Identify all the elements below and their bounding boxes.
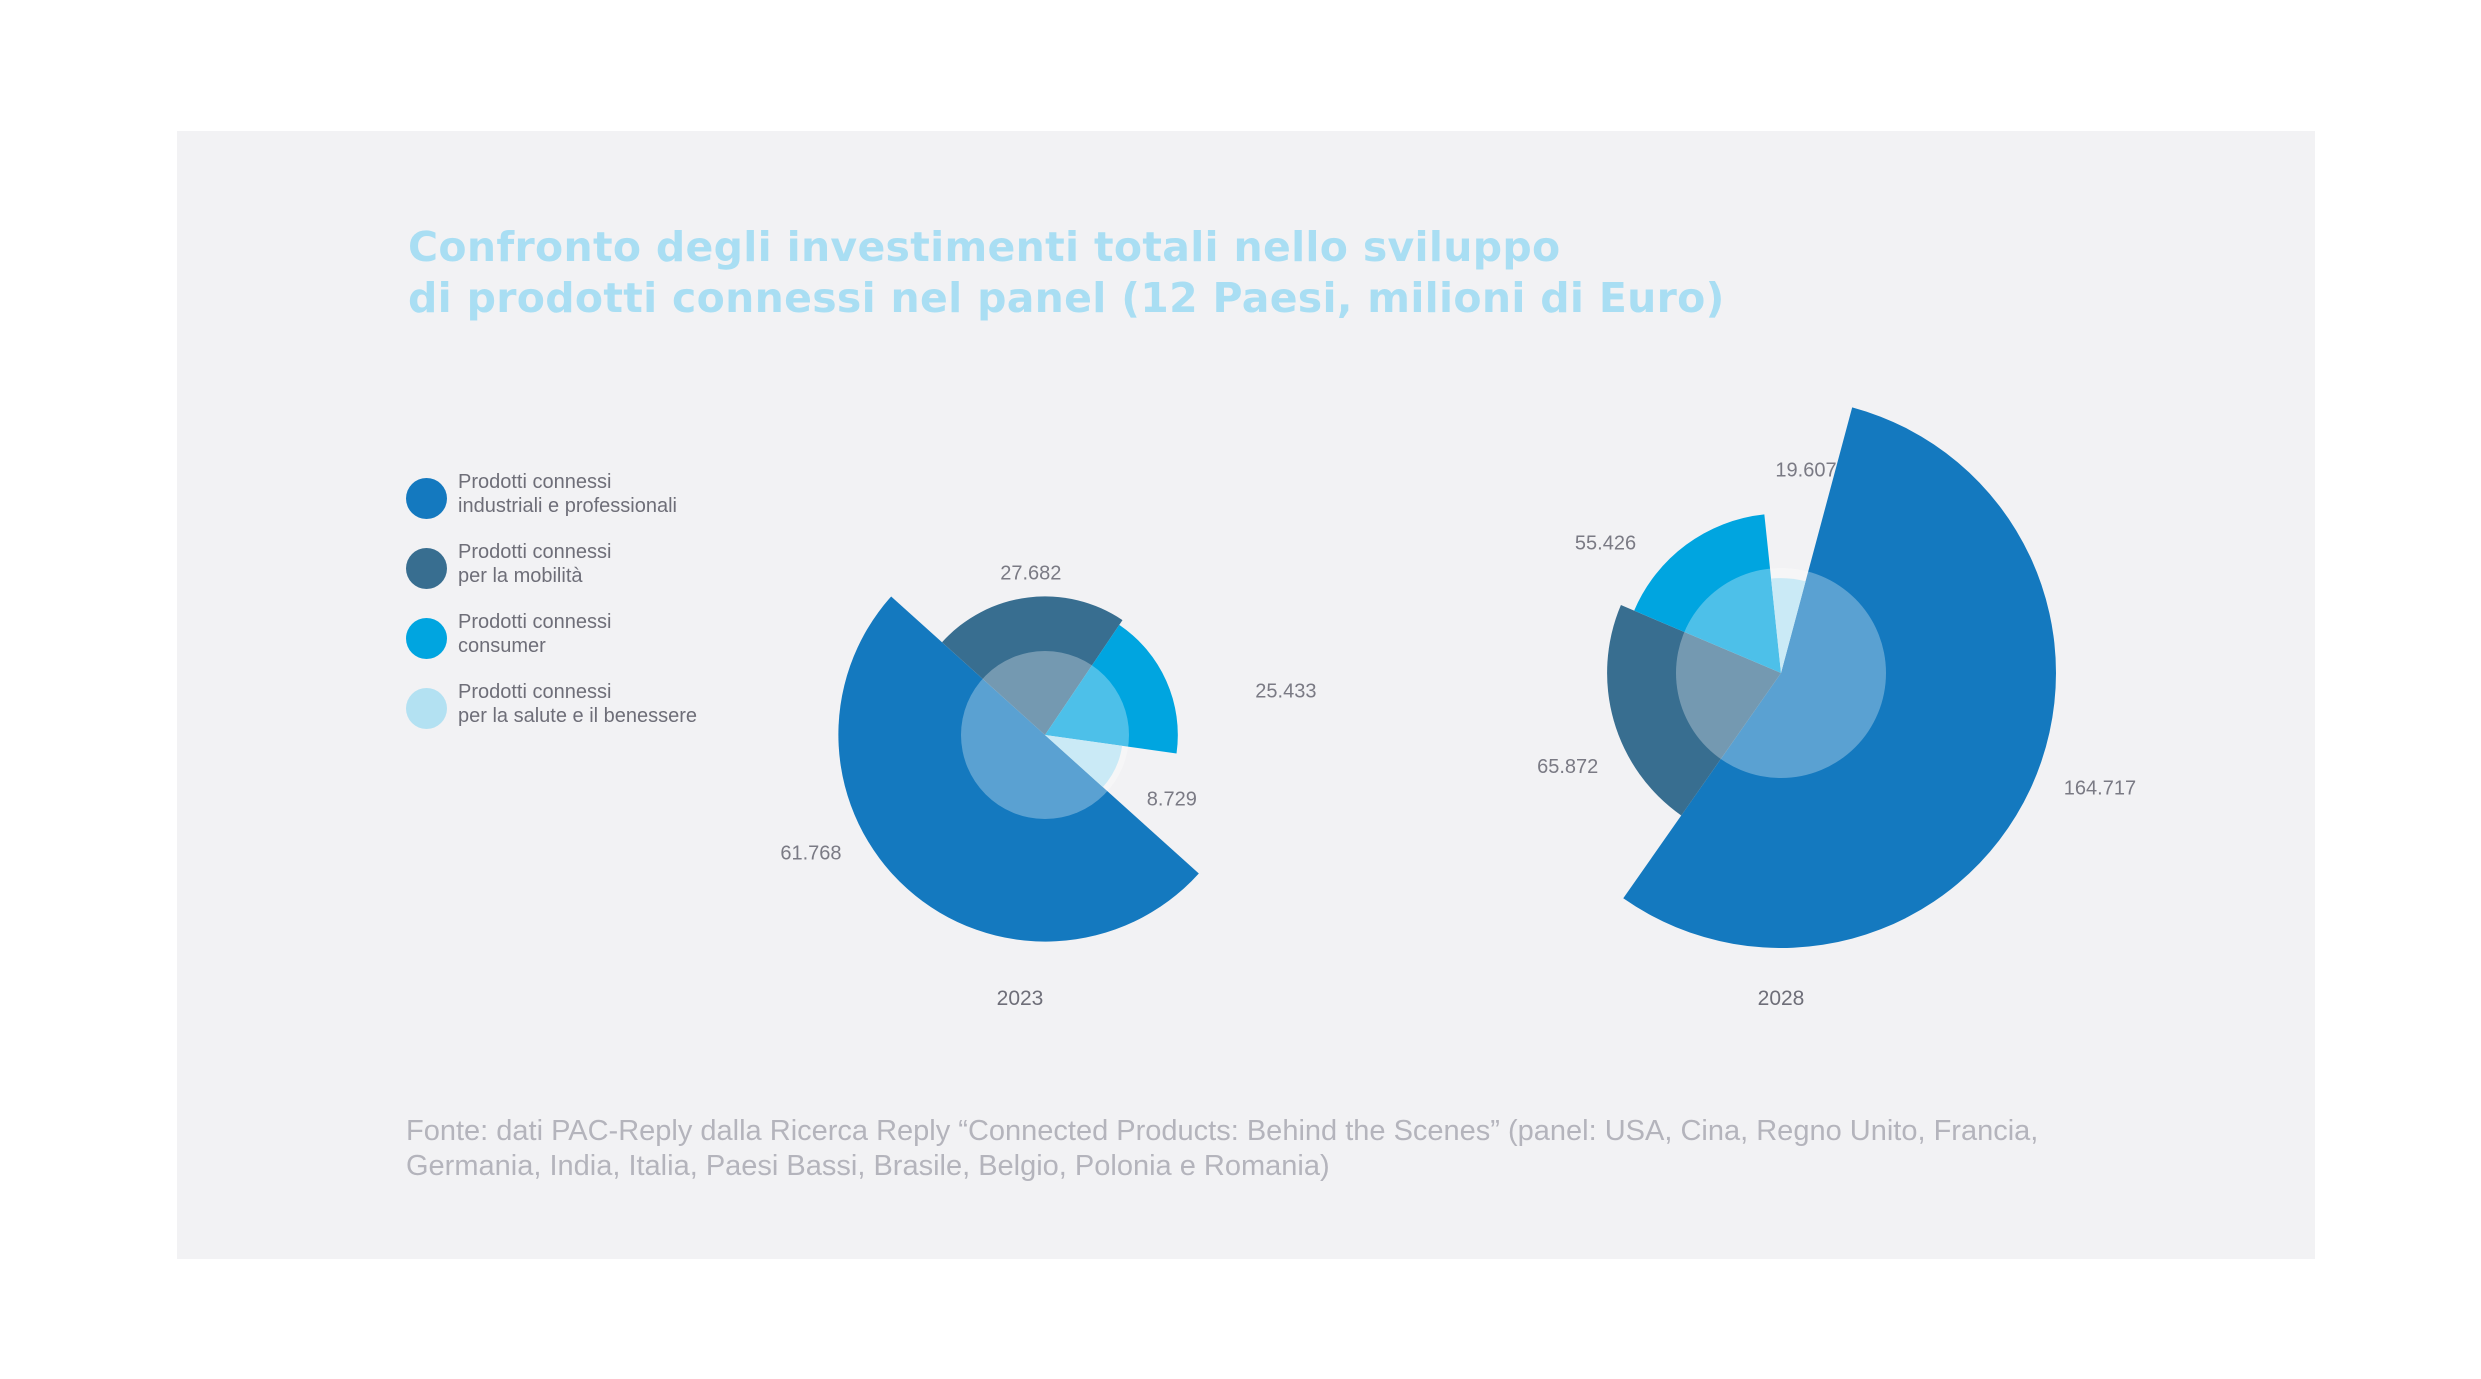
sector-2028-1: [1623, 407, 2056, 948]
legend-label-line-1: Prodotti connessi: [458, 611, 612, 633]
value-label-2028-2: 65.872: [1537, 756, 1598, 778]
year-label-2023: 2023: [997, 987, 1044, 1010]
source-note: Fonte: dati PAC-Reply dalla Ricerca Repl…: [406, 1114, 2038, 1184]
legend-label-line-2: per la salute e il benessere: [458, 705, 698, 727]
legend-item-mobilita: Prodotti connessi per la mobilità: [406, 540, 806, 600]
legend-swatch-consumer: [406, 618, 447, 659]
polar-chart-2023: 61.768 27.682 25.433 8.729 2023: [780, 563, 1316, 1010]
sector-2028-2: [1607, 605, 1781, 816]
sector-2023-4: [1045, 735, 1123, 788]
legend-swatch-industriali: [406, 478, 447, 519]
chart-title-line-1: Confronto degli investimenti totali nell…: [408, 223, 1561, 271]
value-label-2023-1: 61.768: [780, 843, 841, 865]
chart-title: Confronto degli investimenti totali nell…: [408, 222, 2008, 324]
legend-item-salute: Prodotti connessi per la salute e il ben…: [406, 680, 806, 740]
legend-item-industriali: Prodotti connessi industriali e professi…: [406, 470, 806, 530]
legend-label-mobilita: Prodotti connessi per la mobilità: [458, 540, 611, 588]
legend-label-line-1: Prodotti connessi: [458, 541, 612, 563]
center-hub-2028: [1676, 568, 1886, 778]
legend-swatch-salute: [406, 688, 447, 729]
legend-label-consumer: Prodotti connessi consumer: [458, 610, 611, 658]
legend-swatch-mobilita: [406, 548, 447, 589]
legend-label-line-2: industriali e professionali: [458, 495, 678, 517]
legend-label-line-1: Prodotti connessi: [458, 471, 612, 493]
chart-title-line-2: di prodotti connessi nel panel (12 Paesi…: [408, 274, 1725, 322]
source-line-1: Fonte: dati PAC-Reply dalla Ricerca Repl…: [406, 1115, 2039, 1147]
value-label-2028-4: 19.607: [1775, 460, 1836, 482]
legend-item-consumer: Prodotti connessi consumer: [406, 610, 806, 670]
legend-label-industriali: Prodotti connessi industriali e professi…: [458, 470, 677, 518]
center-hub-2023: [961, 651, 1129, 819]
sector-2023-3: [1045, 624, 1178, 754]
sector-2028-4: [1771, 578, 1806, 673]
sector-2023-2: [942, 596, 1123, 735]
legend-label-line-2: consumer: [458, 635, 546, 657]
value-label-2023-4: 8.729: [1147, 789, 1197, 811]
year-label-2028: 2028: [1758, 987, 1805, 1010]
sector-2023-1: [838, 596, 1199, 942]
legend-label-line-1: Prodotti connessi: [458, 681, 612, 703]
legend-label-line-2: per la mobilità: [458, 565, 583, 587]
value-label-2028-1: 164.717: [2064, 777, 2136, 799]
value-label-2028-3: 55.426: [1575, 533, 1636, 555]
sector-2028-3: [1634, 514, 1781, 673]
polar-chart-2028: 164.717 65.872 55.426 19.607 2028: [1537, 407, 2136, 1010]
source-line-2: Germania, India, Italia, Paesi Bassi, Br…: [406, 1150, 1330, 1182]
value-label-2023-3: 25.433: [1255, 680, 1316, 702]
legend-label-salute: Prodotti connessi per la salute e il ben…: [458, 680, 697, 728]
value-label-2023-2: 27.682: [1000, 563, 1061, 585]
